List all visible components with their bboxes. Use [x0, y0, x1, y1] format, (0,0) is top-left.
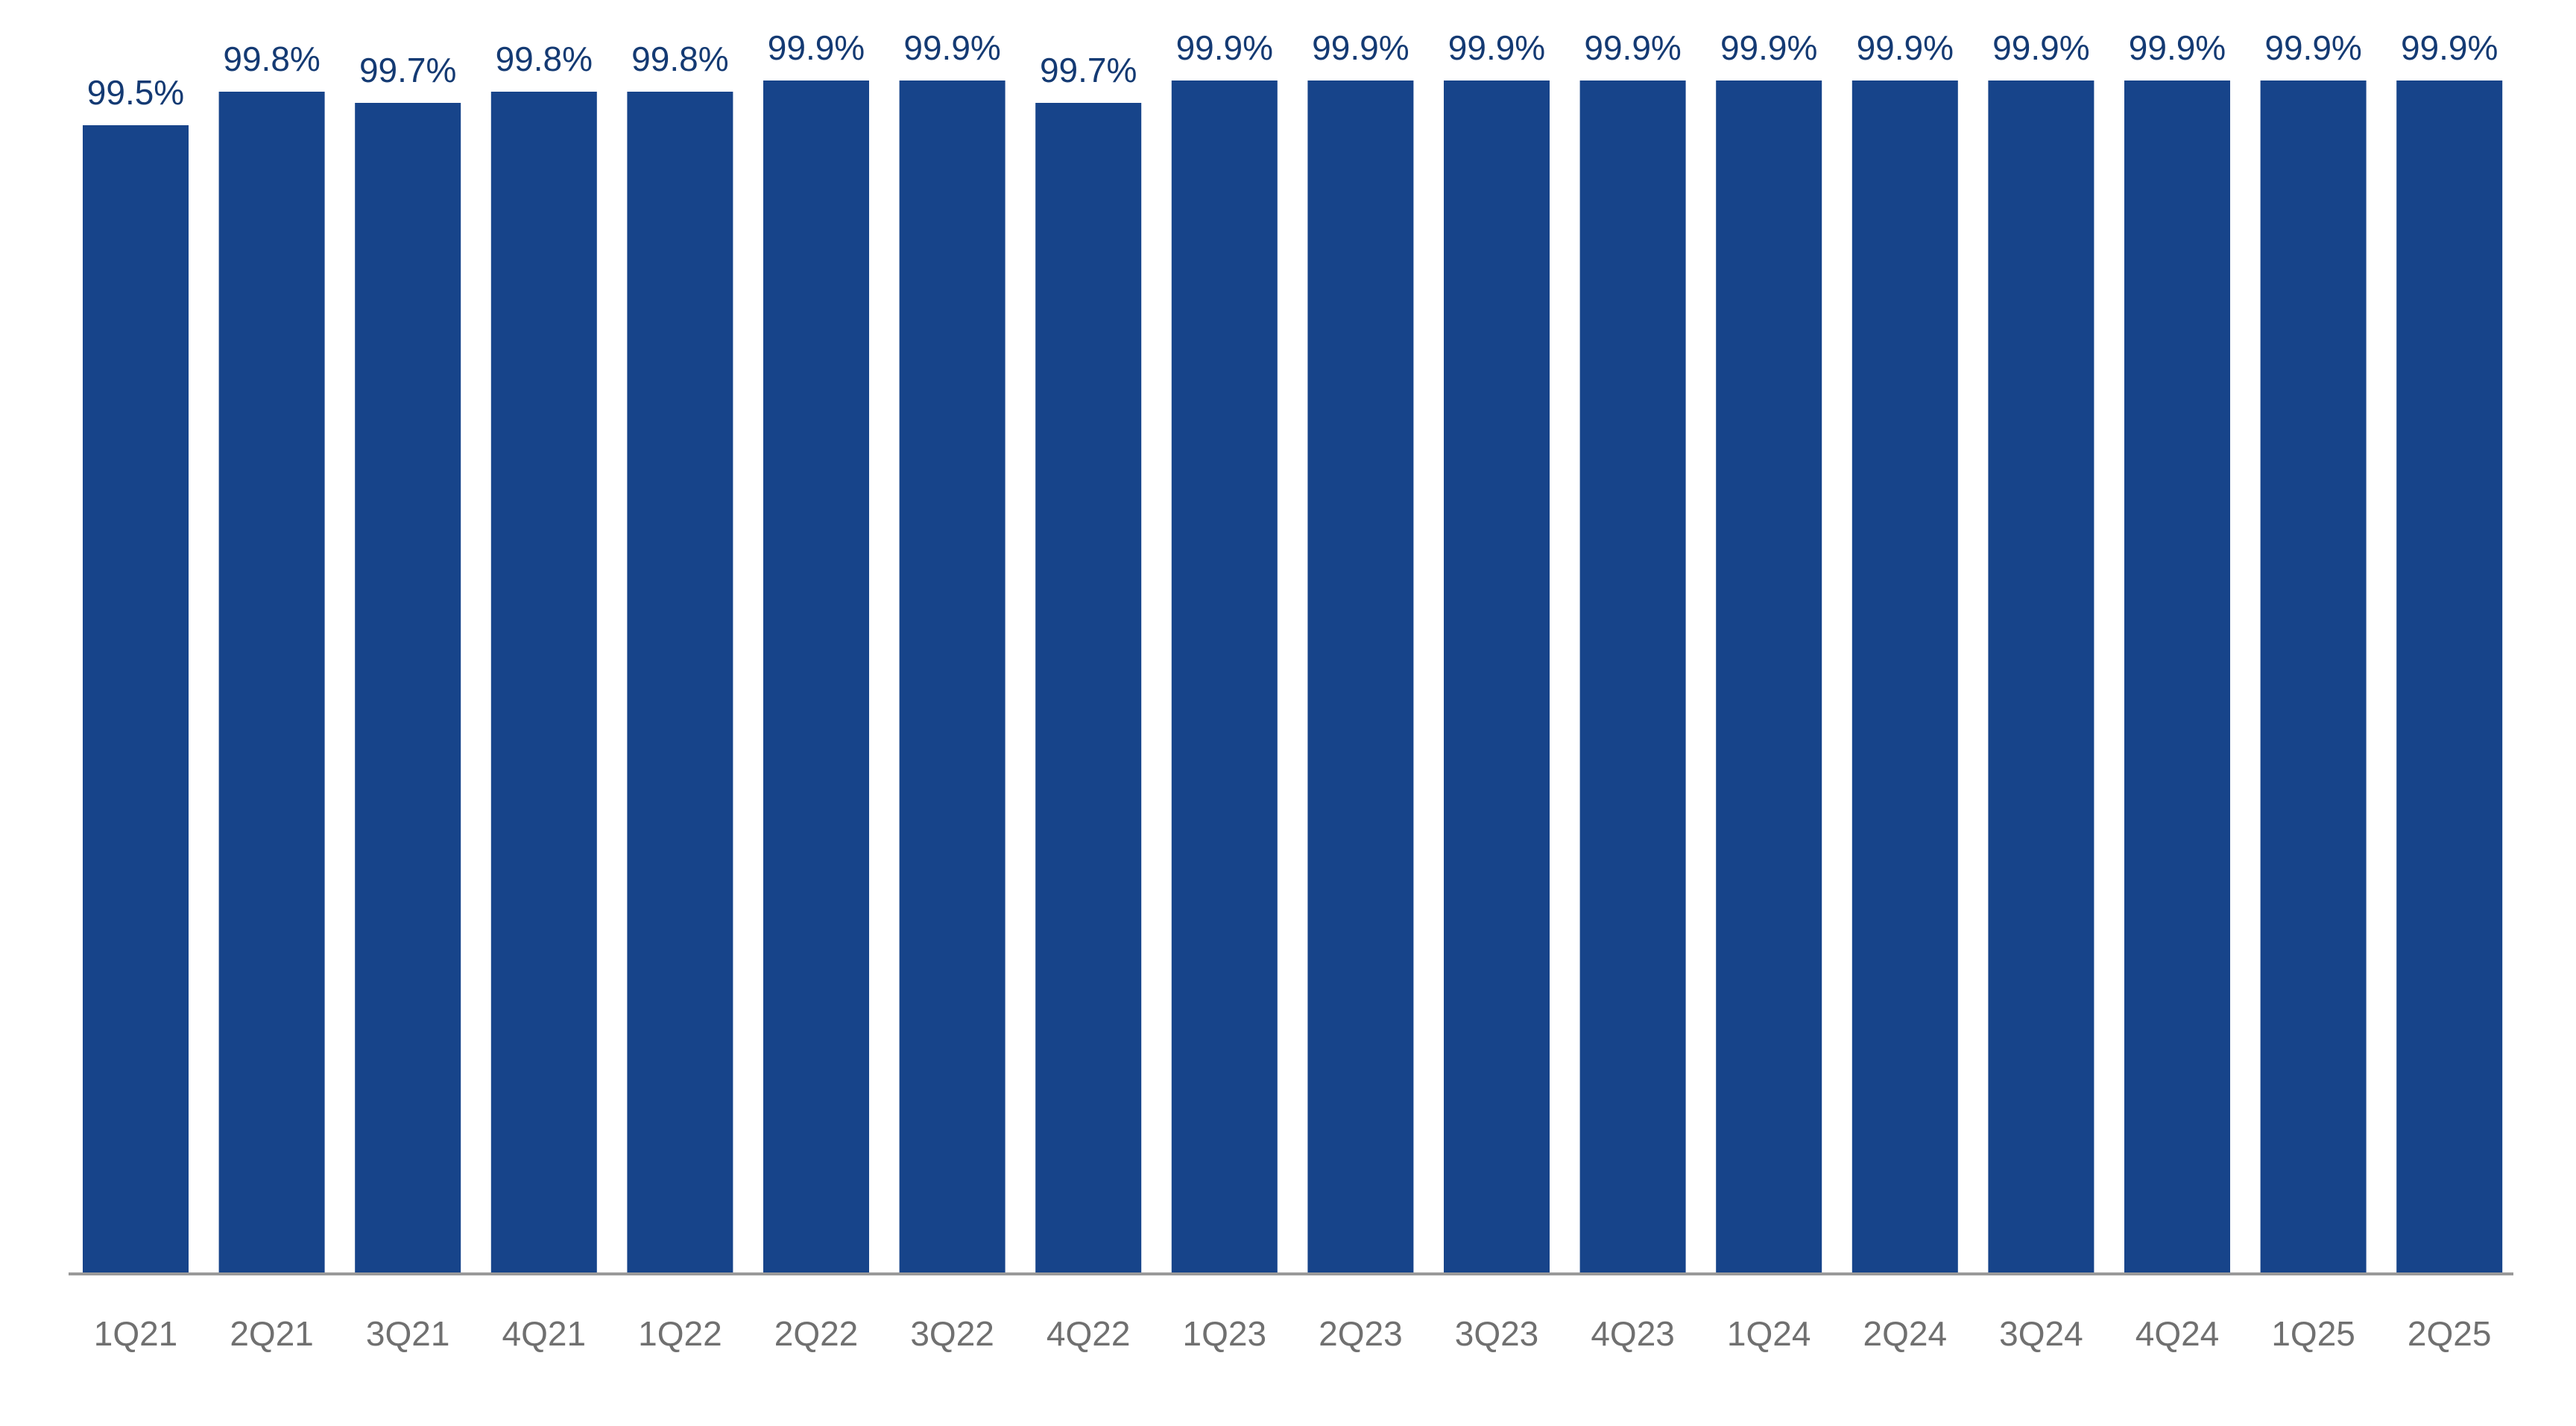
value-label-4Q22: 99.7%	[1040, 51, 1137, 89]
x-tick-label-2Q25: 2Q25	[2408, 1314, 2492, 1353]
bar-1Q24	[1716, 81, 1822, 1272]
bar-2Q23	[1307, 81, 1414, 1272]
value-label-4Q21: 99.8%	[496, 40, 593, 78]
bars-group	[83, 81, 2503, 1272]
bar-3Q21	[355, 103, 461, 1272]
x-tick-label-2Q23: 2Q23	[1319, 1314, 1403, 1353]
x-tick-label-4Q24: 4Q24	[2135, 1314, 2220, 1353]
bar-2Q25	[2396, 81, 2503, 1272]
x-tick-label-1Q24: 1Q24	[1727, 1314, 1811, 1353]
value-label-1Q25: 99.9%	[2264, 28, 2361, 67]
value-label-2Q23: 99.9%	[1312, 28, 1409, 67]
bar-3Q22	[899, 81, 1006, 1272]
bar-2Q22	[763, 81, 869, 1272]
value-label-3Q21: 99.7%	[359, 51, 456, 89]
x-tick-label-3Q21: 3Q21	[366, 1314, 450, 1353]
x-tick-label-2Q21: 2Q21	[230, 1314, 314, 1353]
bar-4Q22	[1035, 103, 1142, 1272]
x-tick-label-3Q22: 3Q22	[910, 1314, 994, 1353]
bar-1Q22	[627, 92, 733, 1272]
value-label-1Q21: 99.5%	[87, 73, 184, 112]
bar-4Q21	[490, 92, 597, 1272]
value-label-1Q23: 99.9%	[1176, 28, 1273, 67]
x-tick-labels-group: 1Q21 2Q21 3Q21 4Q21 1Q22 2Q22 3Q22 4Q22 1Q23 2Q23…	[94, 1314, 2492, 1353]
x-tick-label-1Q22: 1Q22	[638, 1314, 722, 1353]
bar-1Q21	[83, 125, 189, 1272]
x-tick-label-1Q23: 1Q23	[1183, 1314, 1267, 1353]
value-label-3Q23: 99.9%	[1448, 28, 1545, 67]
x-tick-label-4Q21: 4Q21	[502, 1314, 587, 1353]
value-label-2Q25: 99.9%	[2401, 28, 2498, 67]
bar-1Q25	[2260, 81, 2367, 1272]
value-label-2Q21: 99.8%	[223, 40, 320, 78]
value-label-2Q24: 99.9%	[1857, 28, 1954, 67]
bar-4Q24	[2124, 81, 2230, 1272]
bar-2Q21	[218, 92, 325, 1272]
x-tick-label-1Q21: 1Q21	[94, 1314, 178, 1353]
x-tick-label-4Q22: 4Q22	[1046, 1314, 1131, 1353]
bar-3Q24	[1988, 81, 2094, 1272]
value-labels-group: 99.5% 99.8% 99.7% 99.8% 99.8% 99.9% 99.9% 99.7%…	[87, 28, 2498, 112]
bar-2Q24	[1852, 81, 1958, 1272]
value-label-1Q24: 99.9%	[1720, 28, 1817, 67]
value-label-2Q22: 99.9%	[768, 28, 865, 67]
x-tick-label-4Q23: 4Q23	[1591, 1314, 1675, 1353]
x-tick-label-2Q24: 2Q24	[1863, 1314, 1948, 1353]
value-label-1Q22: 99.8%	[631, 40, 728, 78]
value-label-3Q24: 99.9%	[1992, 28, 2089, 67]
x-tick-label-3Q24: 3Q24	[1999, 1314, 2083, 1353]
x-tick-label-3Q23: 3Q23	[1455, 1314, 1539, 1353]
value-label-3Q22: 99.9%	[903, 28, 1000, 67]
bar-3Q23	[1444, 81, 1550, 1272]
x-tick-label-2Q22: 2Q22	[774, 1314, 859, 1353]
value-label-4Q23: 99.9%	[1584, 28, 1681, 67]
bar-1Q23	[1171, 81, 1278, 1272]
x-tick-label-1Q25: 1Q25	[2271, 1314, 2355, 1353]
value-label-4Q24: 99.9%	[2129, 28, 2226, 67]
bar-4Q23	[1579, 81, 1686, 1272]
